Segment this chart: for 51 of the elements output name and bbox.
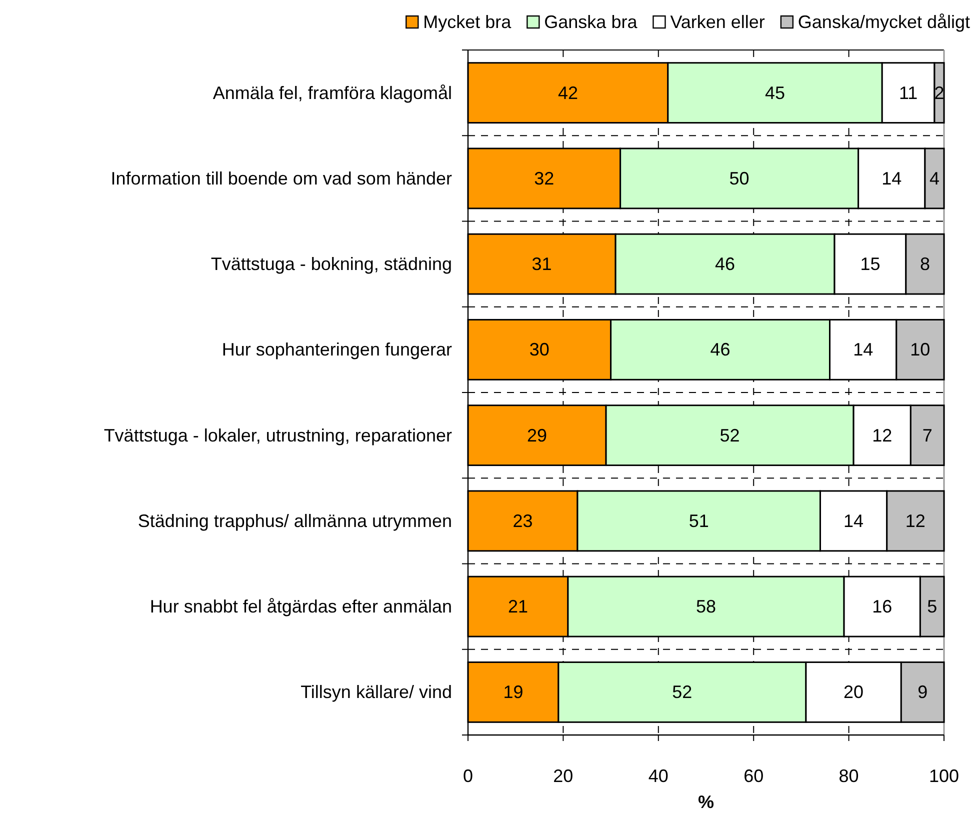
data-label: 12 bbox=[905, 510, 926, 531]
y-tick-label: Information till boende om vad som händer bbox=[110, 168, 452, 188]
data-label: 11 bbox=[898, 82, 918, 103]
data-label: 52 bbox=[720, 425, 740, 446]
x-tick-label: 0 bbox=[462, 766, 474, 786]
data-label: 23 bbox=[512, 510, 533, 531]
data-label: 29 bbox=[527, 425, 548, 446]
data-label: 21 bbox=[508, 596, 528, 617]
legend-label: Ganska bra bbox=[544, 12, 638, 32]
data-label: 14 bbox=[882, 168, 902, 188]
data-label: 10 bbox=[910, 340, 930, 360]
data-label: 16 bbox=[872, 596, 892, 617]
legend-label: Ganska/mycket dåligt bbox=[798, 12, 970, 32]
data-label: 46 bbox=[715, 254, 736, 274]
y-tick-label: Hur sophanteringen fungerar bbox=[222, 340, 452, 360]
x-tick-label: 60 bbox=[744, 766, 764, 786]
legend-label: Mycket bra bbox=[423, 12, 512, 32]
data-label: 58 bbox=[696, 596, 716, 617]
legend-label: Varken eller bbox=[670, 12, 765, 32]
data-label: 19 bbox=[503, 682, 524, 702]
data-label: 30 bbox=[529, 340, 550, 360]
y-tick-label: Tvättstuga - lokaler, utrustning, reparationer bbox=[104, 425, 452, 446]
data-label: 2 bbox=[934, 82, 944, 103]
x-tick-label: 40 bbox=[648, 766, 668, 786]
data-label: 15 bbox=[860, 254, 880, 274]
y-tick-label: Städning trapphus/ allmänna utrymmen bbox=[138, 510, 452, 531]
x-axis-title: % bbox=[698, 792, 714, 812]
data-label: 31 bbox=[532, 254, 552, 274]
y-tick-label: Tillsyn källare/ vind bbox=[300, 682, 452, 702]
data-label: 46 bbox=[710, 340, 730, 360]
data-label: 20 bbox=[844, 682, 864, 702]
y-tick-label: Hur snabbt fel åtgärdas efter anmälan bbox=[150, 596, 452, 617]
data-label: 8 bbox=[920, 254, 930, 274]
data-label: 45 bbox=[765, 82, 786, 103]
data-label: 14 bbox=[853, 340, 874, 360]
data-label: 32 bbox=[534, 168, 554, 188]
data-label: 52 bbox=[672, 682, 692, 702]
x-tick-label: 80 bbox=[838, 766, 859, 786]
data-label: 51 bbox=[688, 510, 709, 531]
x-tick-label: 100 bbox=[928, 766, 960, 786]
data-label: 9 bbox=[918, 682, 928, 702]
data-label: 7 bbox=[922, 425, 932, 446]
y-tick-label: Anmäla fel, framföra klagomål bbox=[212, 82, 452, 103]
data-label: 50 bbox=[729, 168, 750, 188]
data-label: 14 bbox=[844, 510, 864, 531]
x-tick-label: 20 bbox=[553, 766, 574, 786]
y-tick-label: Tvättstuga - bokning, städning bbox=[210, 254, 452, 274]
data-label: 42 bbox=[558, 82, 578, 103]
data-label: 12 bbox=[872, 425, 892, 446]
data-label: 4 bbox=[929, 168, 940, 188]
data-label: 5 bbox=[927, 596, 938, 617]
